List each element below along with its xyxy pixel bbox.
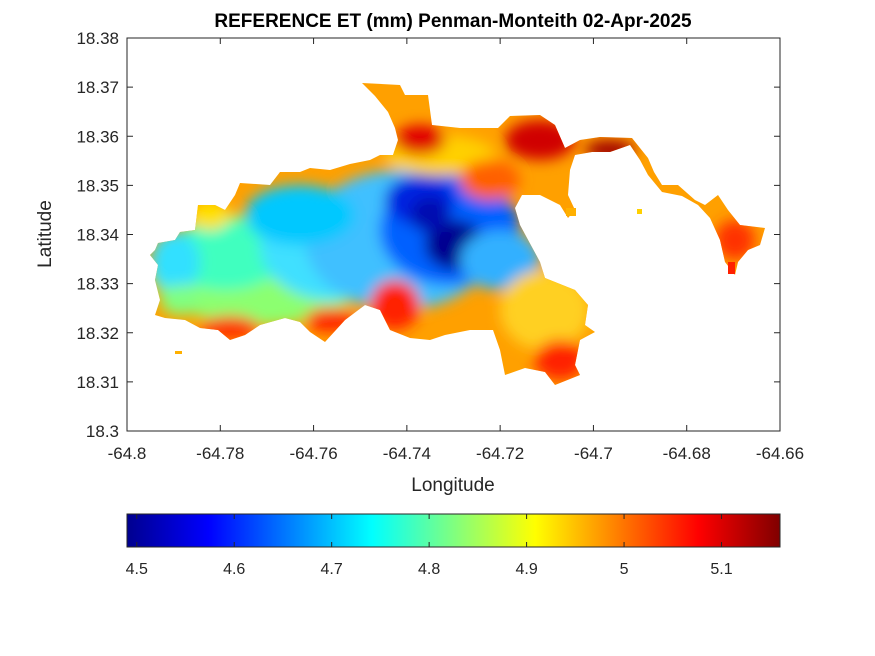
y-axis-ticks: 18.3 18.31 18.32 18.33 18.34 18.35 18.36 18.37 1… — [76, 29, 780, 441]
y-tick-label: 18.36 — [76, 127, 119, 146]
x-axis-label: Longitude — [411, 475, 494, 496]
chart-title: REFERENCE ET (mm) Penman-Monteith 02-Apr… — [214, 11, 692, 32]
x-tick-label: -64.8 — [108, 444, 147, 463]
y-tick-label: 18.32 — [76, 324, 119, 343]
y-tick-label: 18.34 — [76, 226, 119, 245]
y-tick-label: 18.38 — [76, 29, 119, 48]
colorbar-tick-label: 5 — [620, 561, 629, 578]
x-tick-label: -64.74 — [383, 444, 431, 463]
colorbar-ticks: 4.5 4.6 4.7 4.8 4.9 5 5.1 — [126, 514, 733, 578]
x-tick-label: -64.72 — [476, 444, 524, 463]
x-tick-label: -64.66 — [756, 444, 804, 463]
y-tick-label: 18.33 — [76, 275, 119, 294]
colorbar — [126, 513, 781, 548]
x-tick-label: -64.78 — [196, 444, 244, 463]
islet — [566, 208, 576, 216]
colorbar-tick-label: 4.9 — [515, 561, 537, 578]
y-tick-label: 18.3 — [86, 422, 119, 441]
x-tick-label: -64.68 — [663, 444, 711, 463]
colorbar-tick-label: 4.6 — [223, 561, 245, 578]
colorbar-tick-label: 4.8 — [418, 561, 440, 578]
colorbar-tick-label: 5.1 — [710, 561, 732, 578]
x-tick-label: -64.76 — [289, 444, 337, 463]
islet — [175, 351, 182, 354]
colorbar-tick-label: 4.5 — [126, 561, 148, 578]
y-tick-label: 18.35 — [76, 176, 119, 195]
y-axis-label: Latitude — [35, 200, 56, 268]
y-tick-label: 18.37 — [76, 78, 119, 97]
islet — [637, 209, 642, 214]
islet — [728, 262, 735, 274]
y-tick-label: 18.31 — [76, 373, 119, 392]
x-tick-label: -64.7 — [574, 444, 613, 463]
x-axis-ticks: -64.8 -64.78 -64.76 -64.74 -64.72 -64.7 -64.68… — [108, 38, 804, 463]
colorbar-tick-label: 4.7 — [321, 561, 343, 578]
